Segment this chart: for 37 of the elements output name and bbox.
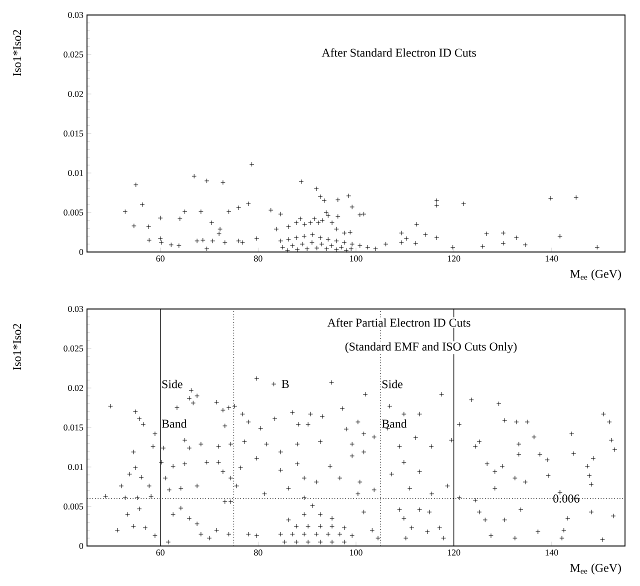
y-tick-label: 0.01	[68, 464, 83, 470]
annotation: B	[282, 380, 289, 388]
x-tick-label: 120	[448, 550, 460, 556]
y-tick-label: 0.03	[68, 12, 84, 18]
x-tick-label: 80	[254, 256, 262, 262]
y-tick-label: 0.025	[64, 51, 84, 58]
annotation: Band	[382, 419, 407, 428]
text: After Standard Electron ID Cuts	[322, 48, 476, 57]
y-tick-label: 0.01	[68, 170, 83, 176]
annotation: 0.006	[553, 494, 580, 503]
x-tick-label: 100	[350, 550, 362, 556]
annotation: Side	[162, 380, 182, 388]
y-tick-label: 0	[79, 248, 84, 256]
y-axis-title: Iso1*Iso2	[13, 30, 22, 76]
x-tick-label: 60	[156, 550, 165, 556]
y-tick-label: 0.015	[64, 424, 84, 431]
y-tick-label: 0.03	[68, 306, 84, 312]
y-tick-label: 0.015	[64, 130, 84, 137]
text: After Partial Electron ID Cuts	[327, 318, 470, 327]
annotation: Band	[162, 419, 187, 428]
text: (Standard EMF and ISO Cuts Only)	[345, 342, 517, 354]
x-tick-label: 120	[448, 256, 460, 262]
y-tick-label: 0.02	[68, 90, 83, 98]
x-tick-label: 80	[254, 550, 262, 556]
y-tick-label: 0.005	[64, 503, 84, 510]
x-tick-label: 60	[156, 256, 165, 262]
y-axis-title: Iso1*Iso2	[13, 324, 22, 370]
y-tick-label: 0.02	[68, 384, 83, 392]
y-tick-label: 0	[79, 542, 84, 550]
y-tick-label: 0.005	[64, 209, 84, 216]
x-tick-label: 140	[546, 256, 558, 262]
x-axis-title: M$_{ee}$ (GeV)	[570, 564, 621, 574]
y-tick-label: 0.025	[64, 345, 84, 352]
x-axis-title: M$_{ee}$ (GeV)	[570, 270, 621, 280]
x-tick-label: 140	[546, 550, 558, 556]
annotation: Side	[382, 380, 402, 388]
x-tick-label: 100	[350, 256, 362, 262]
